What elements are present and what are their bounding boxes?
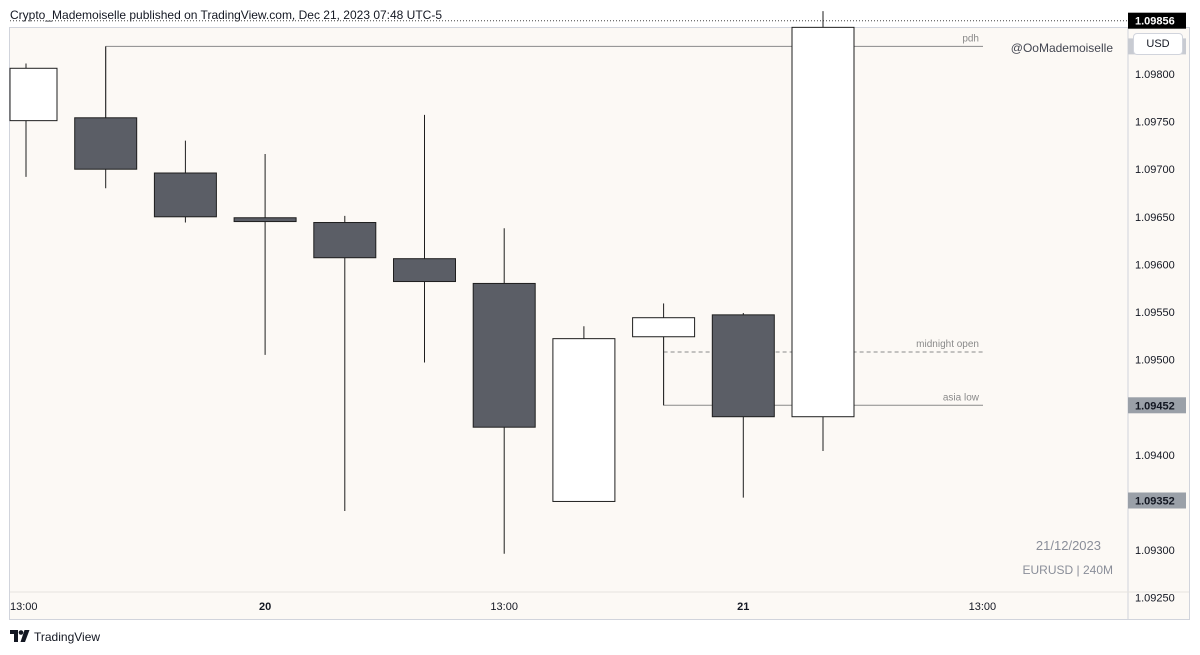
candle-bearish (153, 172, 217, 218)
price-label-bg (1128, 12, 1186, 29)
y-tick-label: 1.09600 (1135, 259, 1175, 271)
candle-bearish (472, 282, 536, 428)
x-tick-label: 13:00 (969, 601, 997, 613)
y-tick-label: 1.09550 (1135, 307, 1175, 319)
y-tick-label: 1.09500 (1135, 355, 1175, 367)
symbol-label: EURUSD | 240M (1023, 563, 1113, 577)
x-tick-label: 13:00 (490, 601, 518, 613)
footer-brand: TradingView (34, 630, 101, 644)
y-tick-label: 1.09800 (1135, 69, 1175, 81)
y-tick-label: 1.09400 (1135, 450, 1175, 462)
candle-bullish (9, 67, 58, 122)
chart-frame[interactable] (9, 27, 1190, 620)
y-tick-label: 1.09650 (1135, 212, 1175, 224)
currency-button[interactable]: USD (1133, 33, 1183, 55)
candle-bearish (711, 314, 775, 418)
price-label-last: 1.09856 (1135, 16, 1175, 28)
date-label: 21/12/2023 (1036, 538, 1101, 553)
price-label-low: 1.09352 (1135, 495, 1175, 507)
x-tick-label: 20 (259, 601, 271, 613)
candle-bearish (233, 217, 297, 223)
footer: TradingView (10, 628, 100, 646)
candle-bullish (791, 26, 855, 418)
price-label-low: 1.09452 (1135, 400, 1175, 412)
y-tick-label: 1.09300 (1135, 545, 1175, 557)
author-watermark: @OoMademoiselle (1011, 41, 1114, 55)
candle-bearish (74, 117, 138, 170)
y-tick-label: 1.09750 (1135, 117, 1175, 129)
level-label-midnight-open: midnight open (916, 339, 979, 350)
price-label-bg (1128, 397, 1186, 414)
y-tick-label: 1.09250 (1135, 593, 1175, 605)
candle-bearish (313, 222, 377, 259)
level-label-asia-low: asia low (943, 392, 980, 403)
price-label-bg (1128, 492, 1186, 509)
x-tick-label: 13:00 (10, 601, 38, 613)
level-label-pdh: pdh (962, 33, 979, 44)
publication-header: Crypto_Mademoiselle published on Trading… (10, 8, 443, 22)
candle-bullish (632, 317, 696, 338)
y-tick-label: 1.09700 (1135, 164, 1175, 176)
candle-bearish (393, 258, 456, 283)
tradingview-logo-icon (10, 629, 30, 645)
candle-bullish (552, 338, 616, 502)
x-tick-label: 21 (737, 601, 749, 613)
